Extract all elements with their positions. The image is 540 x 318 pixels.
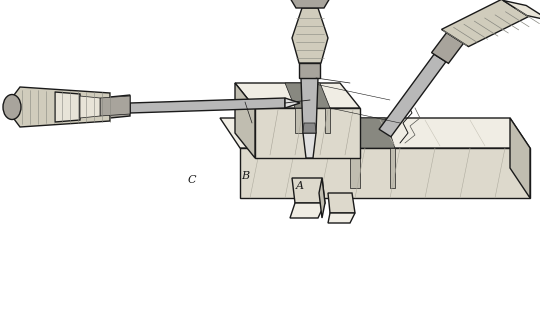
Polygon shape <box>292 178 325 203</box>
Polygon shape <box>235 83 360 108</box>
Text: A: A <box>296 181 303 191</box>
Polygon shape <box>442 0 529 47</box>
Polygon shape <box>390 148 395 188</box>
Polygon shape <box>220 118 530 148</box>
Ellipse shape <box>3 94 21 120</box>
Polygon shape <box>299 63 320 78</box>
Polygon shape <box>110 95 130 118</box>
Polygon shape <box>290 203 325 218</box>
Polygon shape <box>255 108 360 158</box>
Polygon shape <box>285 83 330 108</box>
Polygon shape <box>100 96 130 116</box>
Polygon shape <box>325 108 330 133</box>
Polygon shape <box>303 123 316 133</box>
Polygon shape <box>235 83 255 158</box>
Polygon shape <box>379 54 446 137</box>
Polygon shape <box>130 98 285 113</box>
Polygon shape <box>319 178 325 218</box>
Polygon shape <box>503 1 540 21</box>
Text: C: C <box>187 175 196 185</box>
Polygon shape <box>290 0 330 8</box>
Polygon shape <box>285 98 300 108</box>
Polygon shape <box>328 213 355 223</box>
Polygon shape <box>431 33 463 63</box>
Polygon shape <box>510 118 530 198</box>
Polygon shape <box>240 148 530 198</box>
Text: B: B <box>241 171 250 182</box>
Polygon shape <box>328 193 355 213</box>
Polygon shape <box>303 133 316 158</box>
Polygon shape <box>301 78 318 133</box>
Polygon shape <box>295 108 305 133</box>
Polygon shape <box>340 118 395 148</box>
Polygon shape <box>292 8 328 63</box>
Polygon shape <box>55 92 80 122</box>
Polygon shape <box>350 148 360 188</box>
Polygon shape <box>80 96 100 118</box>
Polygon shape <box>5 87 110 127</box>
